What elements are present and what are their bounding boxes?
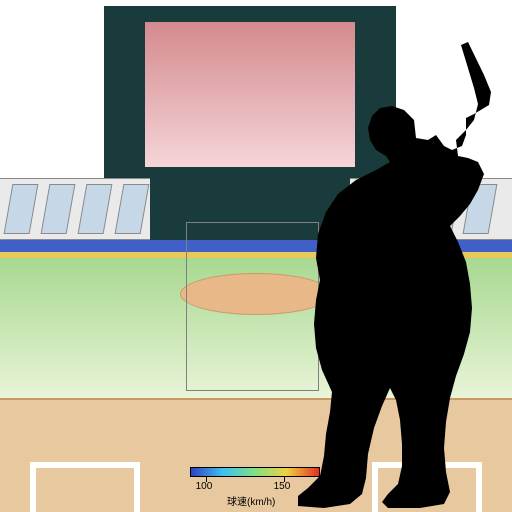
legend-tick-label: 100	[196, 481, 213, 492]
plate-line-segment	[30, 462, 140, 468]
plate-line-segment	[134, 462, 140, 512]
speed-legend-title: 球速(km/h)	[227, 493, 275, 508]
legend-tick-label: 150	[274, 481, 291, 492]
plate-line-segment	[30, 462, 36, 512]
scene: 100 150 球速(km/h)	[0, 0, 512, 512]
batter-silhouette	[296, 40, 512, 510]
